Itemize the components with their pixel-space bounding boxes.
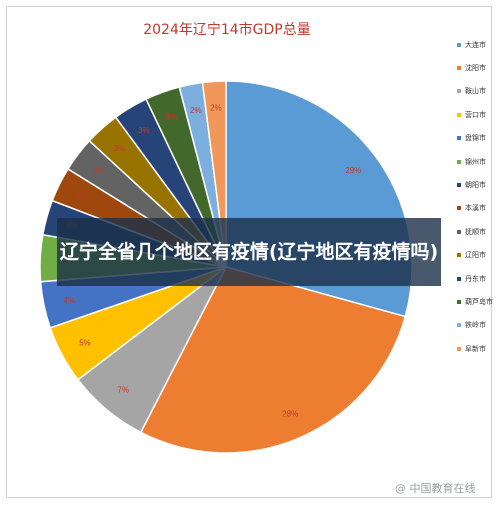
legend-swatch xyxy=(457,276,461,281)
slice-label-13: 2% xyxy=(190,106,202,115)
legend-swatch xyxy=(457,183,461,188)
legend-label: 朝阳市 xyxy=(465,182,486,190)
legend-swatch xyxy=(457,206,461,211)
slice-label-4: 5% xyxy=(79,339,91,348)
slice-label-8: 3% xyxy=(77,192,89,201)
legend-item-5: 盘锦市 xyxy=(457,127,500,150)
legend-item-1: 大连市 xyxy=(457,33,500,56)
legend-item-6: 锦州市 xyxy=(457,150,500,173)
legend-label: 葫芦岛市 xyxy=(465,298,493,306)
legend-swatch xyxy=(457,323,461,328)
slice-label-3: 7% xyxy=(117,386,129,395)
legend-swatch xyxy=(457,89,461,94)
legend-label: 本溪市 xyxy=(465,205,486,213)
legend-swatch xyxy=(457,346,461,351)
pie-slice-2 xyxy=(139,266,407,454)
legend-swatch xyxy=(457,136,461,141)
article-title-overlay: 辽宁全省几个地区有疫情(辽宁地区有疫情吗) xyxy=(57,218,441,286)
legend-item-11: 丹东市 xyxy=(457,267,500,290)
chart-title: 2024年辽宁14市GDP总量 xyxy=(143,22,311,38)
chart-legend: 大连市沈阳市鞍山市营口市盘锦市锦州市朝阳市本溪市抚顺市辽阳市丹东市葫芦岛市铁岭市… xyxy=(457,33,500,360)
legend-item-12: 葫芦岛市 xyxy=(457,290,500,313)
legend-swatch xyxy=(457,159,461,164)
legend-item-3: 鞍山市 xyxy=(457,80,500,103)
legend-label: 盘锦市 xyxy=(465,135,486,143)
legend-label: 丹东市 xyxy=(465,275,486,283)
legend-swatch xyxy=(457,253,461,258)
legend-label: 鞍山市 xyxy=(465,88,486,96)
legend-item-8: 本溪市 xyxy=(457,197,500,220)
slice-label-12: 3% xyxy=(166,113,178,122)
article-title-text: 辽宁全省几个地区有疫情(辽宁地区有疫情吗) xyxy=(59,241,439,263)
slice-label-2: 28% xyxy=(282,410,298,419)
legend-swatch xyxy=(457,42,461,47)
legend-label: 沈阳市 xyxy=(465,65,486,73)
source-watermark: @ 中国教育在线 xyxy=(395,482,476,495)
legend-swatch xyxy=(457,229,461,234)
legend-label: 大连市 xyxy=(465,41,486,49)
legend-label: 辽阳市 xyxy=(465,252,486,260)
legend-swatch xyxy=(457,112,461,117)
legend-item-7: 朝阳市 xyxy=(457,173,500,196)
legend-item-9: 抚顺市 xyxy=(457,220,500,243)
legend-item-2: 沈阳市 xyxy=(457,56,500,79)
slice-label-14: 2% xyxy=(210,103,222,112)
slice-label-10: 3% xyxy=(114,144,126,153)
slice-label-5: 4% xyxy=(64,296,76,305)
legend-item-14: 阜新市 xyxy=(457,337,500,360)
legend-swatch xyxy=(457,66,461,71)
legend-label: 阜新市 xyxy=(465,345,486,353)
slice-label-1: 29% xyxy=(345,166,361,175)
legend-label: 抚顺市 xyxy=(465,228,486,236)
legend-label: 营口市 xyxy=(465,111,486,119)
slice-label-11: 3% xyxy=(138,126,150,135)
legend-label: 铁岭市 xyxy=(465,322,486,330)
legend-label: 锦州市 xyxy=(465,158,486,166)
slice-label-9: 3% xyxy=(93,166,105,175)
legend-swatch xyxy=(457,299,461,304)
legend-item-4: 营口市 xyxy=(457,103,500,126)
legend-item-13: 铁岭市 xyxy=(457,314,500,337)
legend-item-10: 辽阳市 xyxy=(457,244,500,267)
